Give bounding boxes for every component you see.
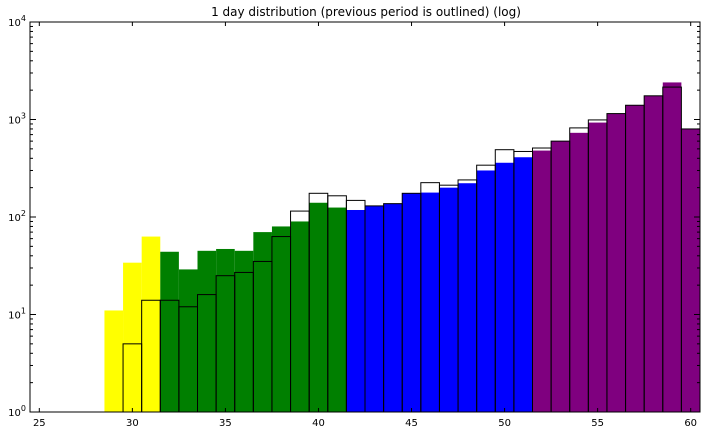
current-bar: [532, 150, 552, 412]
current-bar: [216, 248, 235, 412]
x-tick-label: 60: [684, 418, 697, 429]
current-bar: [346, 209, 365, 412]
x-tick-label: 40: [312, 418, 325, 429]
current-bar: [309, 202, 328, 412]
current-bar: [476, 170, 496, 412]
current-bar: [513, 157, 533, 412]
current-bar: [662, 82, 682, 412]
current-bar: [383, 203, 403, 412]
current-bar: [402, 193, 421, 412]
x-tick-label: 25: [33, 418, 46, 429]
axis-ticks: [30, 21, 700, 413]
current-bar: [234, 250, 254, 412]
x-tick-label: 35: [219, 418, 232, 429]
y-tick-label: 104: [8, 14, 26, 29]
current-bar: [588, 122, 607, 413]
current-period-bars: [104, 82, 700, 413]
current-bar: [327, 207, 347, 412]
x-axis-tick-labels: 25 30 35 40 45 50 55 60: [33, 418, 697, 429]
y-axis-tick-labels: 100 101 102 103 104: [8, 14, 26, 419]
current-bar: [495, 162, 514, 412]
chart-title: 1 day distribution (previous period is o…: [211, 5, 521, 19]
current-bar: [420, 192, 440, 412]
y-tick-label: 103: [8, 112, 26, 127]
x-tick-label: 30: [126, 418, 139, 429]
current-bar: [644, 95, 663, 413]
current-bar: [290, 221, 310, 412]
current-bar: [365, 205, 384, 412]
y-tick-label: 100: [8, 404, 26, 419]
current-bar: [569, 132, 589, 412]
y-tick-label: 101: [8, 307, 26, 322]
current-bar: [551, 141, 570, 412]
current-bar: [625, 105, 645, 413]
current-bar: [271, 226, 291, 412]
current-bar: [458, 183, 477, 412]
x-tick-label: 55: [591, 418, 604, 429]
current-bar: [606, 113, 626, 412]
current-bar: [253, 232, 272, 412]
current-bar: [178, 269, 198, 412]
y-tick-label: 102: [8, 209, 26, 224]
current-bar: [123, 262, 142, 412]
current-bar: [197, 250, 217, 412]
current-bar: [104, 310, 124, 412]
current-bar: [681, 128, 700, 412]
x-tick-label: 45: [405, 418, 418, 429]
current-bar: [439, 187, 459, 412]
current-bar: [160, 251, 179, 412]
x-tick-label: 50: [498, 418, 511, 429]
current-bar: [141, 236, 161, 412]
